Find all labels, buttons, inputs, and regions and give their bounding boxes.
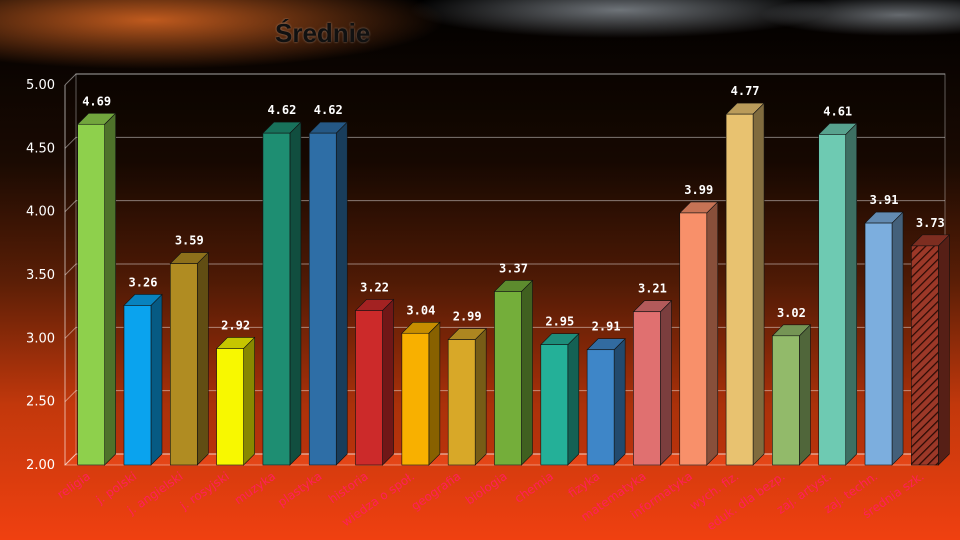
bar [586, 349, 615, 466]
x-tick-label: biologia [463, 469, 510, 508]
bar-value-label: 3.22 [360, 280, 389, 294]
bar-side [104, 112, 116, 466]
bar [818, 134, 847, 466]
bar-side [660, 300, 672, 466]
bar [447, 339, 476, 466]
bar-side [474, 327, 487, 466]
bar-side [845, 122, 858, 466]
y-tick-label: 4.50 [26, 141, 55, 156]
bar-side [752, 102, 765, 466]
gridline [64, 136, 945, 149]
bar-side [706, 201, 719, 466]
bar-value-label: 3.21 [638, 282, 667, 296]
bar-side [150, 293, 163, 466]
y-tick-label: 4.00 [26, 205, 55, 220]
bar [772, 335, 800, 466]
bar [494, 291, 522, 466]
bar [169, 263, 198, 466]
x-tick-label: plastyka [275, 469, 324, 509]
bar-side [799, 324, 811, 466]
x-tick-label: eduk. dla bezp. [704, 469, 787, 533]
bar [77, 123, 105, 466]
bar [355, 310, 383, 466]
gridline [64, 73, 945, 86]
bar-value-label: 3.26 [129, 275, 158, 289]
x-tick-label: religia [55, 469, 93, 502]
x-tick-label: j. rosyjski [177, 469, 232, 513]
bar-value-label: 3.02 [777, 306, 806, 320]
bar-value-label: 4.62 [314, 103, 343, 117]
bar-value-label: 3.37 [499, 261, 528, 275]
bar-value-label: 2.91 [592, 320, 621, 334]
bar-value-label: 3.59 [175, 234, 204, 248]
bar-side [428, 321, 441, 466]
bar-value-label: 3.99 [684, 183, 713, 197]
chart-title: Średnie [275, 18, 371, 48]
bar [262, 132, 291, 466]
bar [216, 348, 244, 466]
gridline [64, 263, 945, 276]
x-tick-label: geografia [409, 469, 464, 513]
bar-value-label: 2.92 [221, 318, 250, 332]
bar-value-label: 3.91 [870, 193, 899, 207]
bar [679, 212, 708, 466]
y-tick-label: 5.00 [26, 78, 55, 93]
y-tick-label: 2.00 [26, 458, 55, 473]
bar-side [891, 211, 904, 466]
y-tick-label: 3.50 [26, 268, 55, 283]
bar-value-label: 4.62 [267, 103, 296, 117]
x-tick-label: fizyka [566, 469, 603, 501]
x-tick-label: chemia [512, 469, 556, 506]
bar-value-label: 4.77 [731, 84, 760, 98]
bar-value-label: 2.99 [453, 310, 482, 324]
y-tick-label: 2.50 [26, 395, 55, 410]
bar-side [243, 336, 255, 466]
bar [633, 311, 661, 466]
bar [911, 245, 939, 466]
bar-side [938, 234, 950, 466]
bar-side [382, 298, 394, 466]
bar-value-label: 4.61 [823, 104, 852, 118]
bar-value-label: 4.69 [82, 94, 111, 108]
bar [725, 113, 754, 466]
bar-side [521, 279, 533, 466]
bar-value-label: 3.04 [406, 303, 435, 317]
gridline [64, 200, 945, 213]
bar-side [335, 121, 348, 466]
bar [864, 222, 893, 466]
bar-side [567, 332, 580, 466]
y-tick-label: 3.00 [26, 331, 55, 346]
bar [123, 305, 152, 466]
bar [540, 344, 569, 466]
bar-side [613, 338, 626, 466]
bar [308, 132, 337, 466]
bar-side [196, 251, 209, 466]
bar-value-label: 3.73 [916, 216, 945, 230]
x-tick-label: muzyka [232, 469, 278, 507]
bar-side [289, 121, 302, 466]
bar-value-label: 2.95 [545, 315, 574, 329]
bar [401, 332, 430, 466]
